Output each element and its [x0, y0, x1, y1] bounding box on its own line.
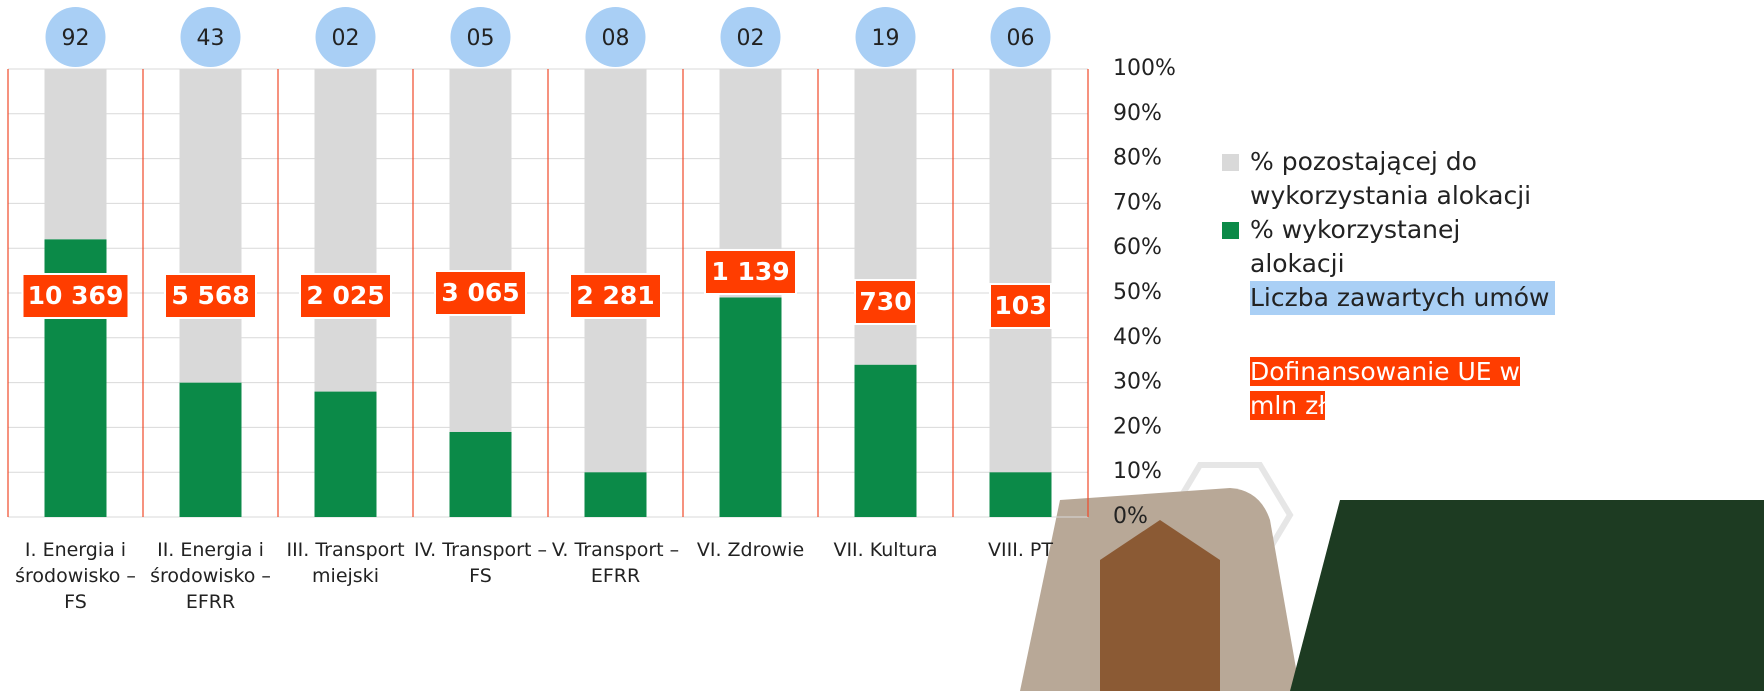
- legend: % pozostającej do wykorzystania alokacji…: [1222, 145, 1562, 423]
- bar-segment: [315, 69, 377, 392]
- legend-text: % pozostającej do wykorzystania alokacji: [1250, 147, 1531, 210]
- funding-label: 730: [859, 287, 911, 316]
- contract-count-label: 05: [467, 26, 495, 51]
- bar-segment: [45, 69, 107, 239]
- bar-segment: [585, 472, 647, 517]
- decoration: [1020, 465, 1764, 691]
- x-tick-label: III. Transport miejski: [278, 537, 413, 589]
- legend-item: Liczba zawartych umów: [1222, 281, 1562, 315]
- y-tick-label: 60%: [1113, 235, 1162, 260]
- contract-count-label: 06: [1007, 26, 1035, 51]
- bar-segment: [990, 69, 1052, 472]
- x-tick-label: VIII. PT: [953, 537, 1088, 563]
- page: 0% 10% 20% 30% 40% 50% 60% 70% 80% 90% 100% 92 10 36…: [0, 0, 1764, 691]
- legend-item: % wykorzystanej alokacji: [1222, 213, 1562, 281]
- legend-text: Dofinansowanie UE w mln zł: [1250, 357, 1520, 420]
- x-tick-label: V. Transport – EFRR: [548, 537, 683, 589]
- y-tick-label: 30%: [1113, 370, 1162, 395]
- x-tick-label: I. Energia i środowisko – FS: [8, 537, 143, 615]
- y-tick-label: 80%: [1113, 146, 1162, 171]
- legend-text: % wykorzystanej alokacji: [1250, 215, 1460, 278]
- funding-label: 2 281: [576, 281, 654, 310]
- contract-count-label: 02: [332, 26, 360, 51]
- funding-label: 5 568: [171, 281, 249, 310]
- contract-count-label: 43: [197, 26, 225, 51]
- x-tick-label: VI. Zdrowie: [683, 537, 818, 563]
- legend-swatch: [1222, 222, 1239, 239]
- funding-label: 2 025: [306, 281, 384, 310]
- legend-swatch: [1222, 154, 1239, 171]
- bar-segment: [180, 383, 242, 517]
- y-tick-label: 10%: [1113, 459, 1162, 484]
- bar-segment: [990, 472, 1052, 517]
- y-tick-label: 50%: [1113, 280, 1162, 305]
- y-tick-label: 100%: [1113, 56, 1176, 81]
- legend-text: Liczba zawartych umów: [1250, 281, 1555, 315]
- pine-image: [1290, 500, 1764, 691]
- funding-label: 10 369: [28, 281, 124, 310]
- y-tick-label: 90%: [1113, 101, 1162, 126]
- y-tick-label: 40%: [1113, 325, 1162, 350]
- funding-label: 103: [994, 291, 1046, 320]
- y-tick-label: 0%: [1113, 504, 1148, 529]
- bar-segment: [720, 297, 782, 517]
- contract-count-label: 19: [872, 26, 900, 51]
- legend-item: Dofinansowanie UE w mln zł: [1222, 355, 1540, 423]
- bar-segment: [450, 69, 512, 432]
- contract-count-label: 08: [602, 26, 630, 51]
- y-tick-label: 70%: [1113, 190, 1162, 215]
- funding-label: 3 065: [441, 278, 519, 307]
- bar-segment: [585, 69, 647, 472]
- y-tick-label: 20%: [1113, 414, 1162, 439]
- bar-segment: [180, 69, 242, 383]
- contract-count-label: 02: [737, 26, 765, 51]
- x-tick-label: II. Energia i środowisko – EFRR: [143, 537, 278, 615]
- bar-segment: [315, 392, 377, 517]
- contract-count-label: 92: [62, 26, 90, 51]
- bar-segment: [855, 365, 917, 517]
- x-tick-label: VII. Kultura: [818, 537, 953, 563]
- x-tick-label: IV. Transport – FS: [413, 537, 548, 589]
- funding-label: 1 139: [711, 257, 789, 286]
- bar-segment: [450, 432, 512, 517]
- legend-item: % pozostającej do wykorzystania alokacji: [1222, 145, 1562, 213]
